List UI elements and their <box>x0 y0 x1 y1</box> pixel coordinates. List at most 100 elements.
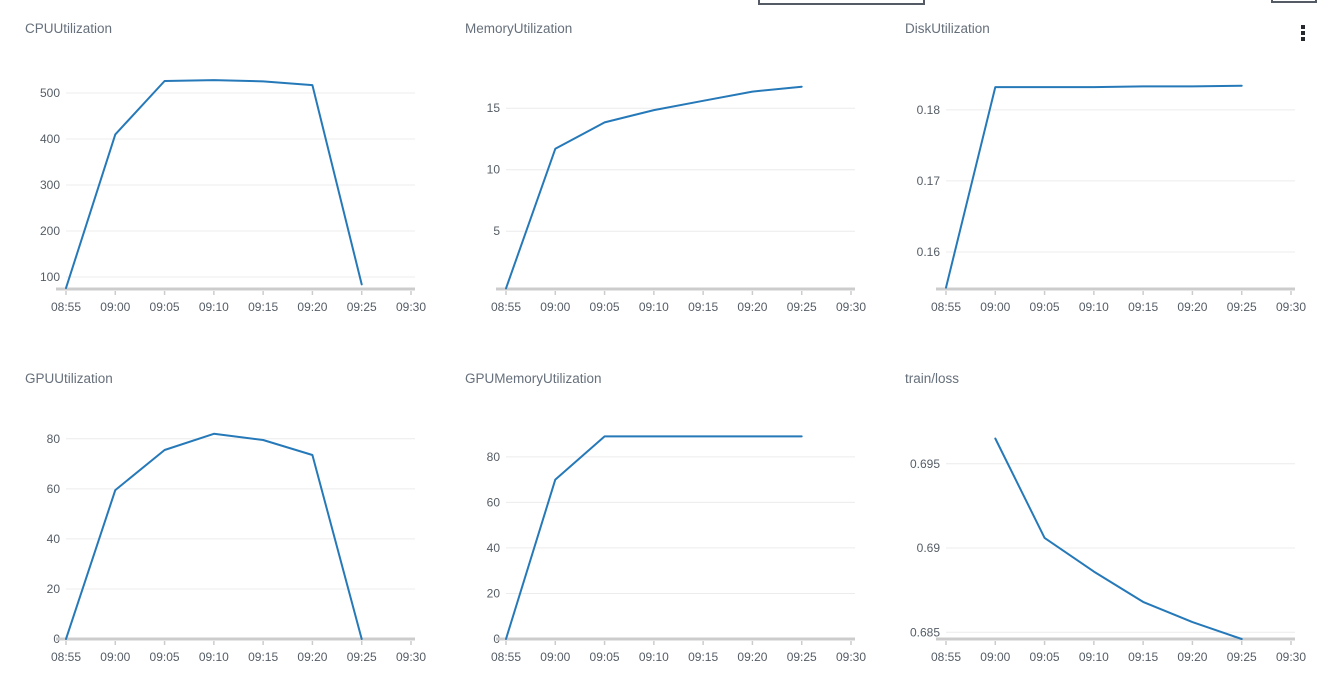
y-tick-label: 80 <box>47 432 61 446</box>
x-tick-label: 09:25 <box>347 300 377 314</box>
x-tick-label: 09:10 <box>1079 300 1109 314</box>
x-tick-label: 09:30 <box>1276 300 1306 314</box>
x-tick-label: 09:25 <box>1227 300 1257 314</box>
y-tick-label: 300 <box>40 178 60 192</box>
chart-title: train/loss <box>905 371 960 386</box>
gridlines <box>946 463 1295 633</box>
x-tick-label: 09:20 <box>737 300 767 314</box>
y-tick-label: 10 <box>487 163 501 177</box>
chart-widget-gpu-utilization: GPUUtilization 02040608008:5509:0009:050… <box>0 350 451 698</box>
y-tick-label: 40 <box>47 532 61 546</box>
x-tick-label: 09:25 <box>787 300 817 314</box>
x-tick-label: 09:00 <box>100 300 130 314</box>
series-line <box>65 79 363 290</box>
y-axis-labels: 0.685 0.69 0.695 <box>910 457 940 640</box>
y-tick-label: 5 <box>493 224 500 238</box>
x-tick-label: 09:00 <box>980 650 1010 664</box>
y-tick-label: 0.17 <box>917 174 941 188</box>
x-axis-labels: 08:55 09:00 09:05 09:10 09:15 09:20 09:25 09:30 <box>51 291 426 314</box>
x-tick-label: 09:20 <box>1177 650 1207 664</box>
x-axis-labels: 08:55 09:00 09:05 09:10 09:15 09:20 09:25 09:30 <box>491 291 866 314</box>
x-tick-label: 08:55 <box>51 300 81 314</box>
y-tick-label: 15 <box>487 101 501 115</box>
y-tick-label: 40 <box>487 541 501 555</box>
y-tick-label: 80 <box>487 450 501 464</box>
y-tick-label: 0.685 <box>910 625 940 639</box>
y-tick-label: 20 <box>487 586 501 600</box>
x-tick-label: 09:10 <box>199 300 229 314</box>
x-tick-label: 09:30 <box>396 650 426 664</box>
x-tick-label: 09:05 <box>150 300 180 314</box>
y-axis-labels: 0.16 0.17 0.18 <box>917 103 941 259</box>
gridlines <box>506 456 855 594</box>
x-tick-label: 09:30 <box>836 300 866 314</box>
x-tick-label: 09:20 <box>737 650 767 664</box>
chart-widget-memory-utilization: MemoryUtilization 5 10 15 08:55 09:00 09:05 09… <box>440 0 891 348</box>
y-tick-label: 100 <box>40 270 60 284</box>
x-tick-label: 09:05 <box>590 650 620 664</box>
y-axis-labels: 020406080 <box>487 450 501 646</box>
truncated-dropdown[interactable] <box>758 0 925 5</box>
chart-title: CPUUtilization <box>25 21 113 36</box>
x-tick-label: 08:55 <box>931 650 961 664</box>
kebab-menu-icon <box>1301 25 1305 41</box>
x-tick-label: 09:05 <box>590 300 620 314</box>
chart-widget-train-loss: train/loss 0.685 0.69 0.695 08:55 09:00 09:05… <box>880 350 1331 698</box>
x-tick-label: 09:30 <box>396 300 426 314</box>
x-tick-label: 09:30 <box>836 650 866 664</box>
chart-canvas: 100 200 300 400 500 08:55 09:00 09:05 09:10 09:15… <box>40 79 426 314</box>
x-tick-label: 09:05 <box>1030 650 1060 664</box>
x-tick-label: 09:15 <box>248 650 278 664</box>
x-tick-label: 08:55 <box>491 650 521 664</box>
x-axis-labels: 08:55 09:00 09:05 09:10 09:15 09:20 09:25 09:30 <box>491 641 866 664</box>
chart-title: GPUUtilization <box>25 371 113 386</box>
x-tick-label: 09:05 <box>1030 300 1060 314</box>
y-axis-labels: 5 10 15 <box>487 101 501 238</box>
y-tick-label: 0.69 <box>917 541 941 555</box>
y-tick-label: 0.18 <box>917 103 941 117</box>
y-tick-label: 20 <box>47 582 61 596</box>
x-tick-label: 09:15 <box>1128 300 1158 314</box>
x-tick-label: 09:10 <box>1079 650 1109 664</box>
x-tick-label: 09:30 <box>1276 650 1306 664</box>
chart-canvas: 0.16 0.17 0.18 08:55 09:00 09:05 09:10 09:15 09:… <box>917 84 1306 314</box>
y-axis-labels: 020406080 <box>47 432 61 646</box>
series-line <box>505 435 803 640</box>
truncated-button[interactable] <box>1271 0 1317 3</box>
x-tick-label: 09:00 <box>540 300 570 314</box>
y-tick-label: 60 <box>487 495 501 509</box>
y-tick-label: 500 <box>40 86 60 100</box>
chart-canvas: 02040608008:5509:0009:0509:1009:1509:200… <box>487 435 866 664</box>
series-line <box>505 85 803 290</box>
x-tick-label: 08:55 <box>51 650 81 664</box>
x-axis-labels: 08:55 09:00 09:05 09:10 09:15 09:20 09:25 09:30 <box>51 641 426 664</box>
x-tick-label: 09:00 <box>980 300 1010 314</box>
chart-title: GPUMemoryUtilization <box>465 371 602 386</box>
x-tick-label: 09:10 <box>639 650 669 664</box>
widget-menu-button[interactable] <box>1292 18 1314 48</box>
x-tick-label: 09:25 <box>347 650 377 664</box>
x-tick-label: 09:10 <box>199 650 229 664</box>
x-tick-label: 08:55 <box>491 300 521 314</box>
chart-widget-cpu-utilization: CPUUtilization 100 200 300 400 500 08:55 09:00… <box>0 0 451 348</box>
y-tick-label: 60 <box>47 482 61 496</box>
x-tick-label: 09:00 <box>100 650 130 664</box>
gridlines <box>66 92 415 278</box>
x-axis-labels: 08:55 09:00 09:05 09:10 09:15 09:20 09:25 09:30 <box>931 641 1306 664</box>
gridlines <box>946 109 1295 253</box>
x-tick-label: 09:00 <box>540 650 570 664</box>
x-tick-label: 09:25 <box>787 650 817 664</box>
series-line <box>945 84 1243 289</box>
series-line <box>65 432 363 640</box>
y-tick-label: 0.695 <box>910 457 940 471</box>
chart-canvas: 02040608008:5509:0009:0509:1009:1509:200… <box>47 432 427 664</box>
x-tick-label: 09:10 <box>639 300 669 314</box>
x-tick-label: 08:55 <box>931 300 961 314</box>
chart-title: DiskUtilization <box>905 21 990 36</box>
chart-canvas: 5 10 15 08:55 09:00 09:05 09:10 09:15 09:20 09:25… <box>487 85 866 314</box>
chart-widget-disk-utilization: DiskUtilization 0.16 0.17 0.18 08:55 09:00 09… <box>880 0 1331 348</box>
chart-title: MemoryUtilization <box>465 21 573 36</box>
x-tick-label: 09:05 <box>150 650 180 664</box>
x-tick-label: 09:20 <box>297 650 327 664</box>
